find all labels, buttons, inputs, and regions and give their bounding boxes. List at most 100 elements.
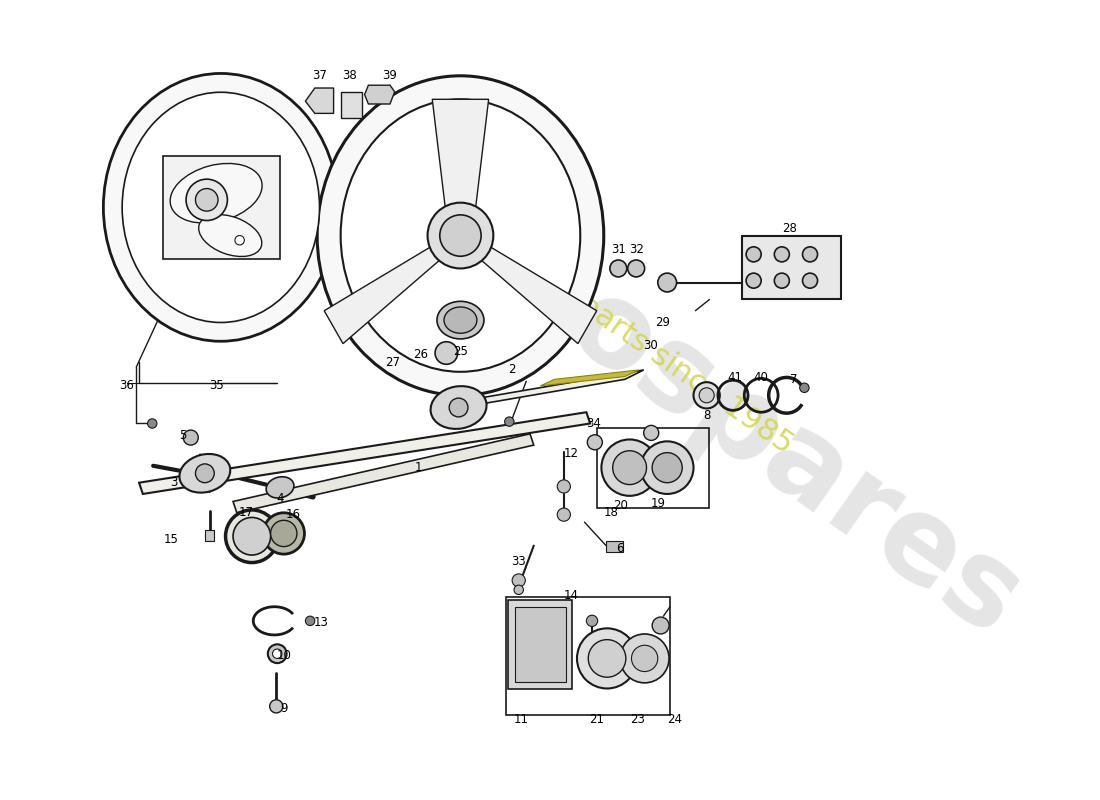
Ellipse shape xyxy=(179,454,230,493)
Text: 32: 32 xyxy=(629,243,644,256)
Text: 16: 16 xyxy=(286,508,300,521)
Circle shape xyxy=(270,700,283,713)
Polygon shape xyxy=(306,88,333,114)
Text: 31: 31 xyxy=(610,243,626,256)
Circle shape xyxy=(746,273,761,288)
Circle shape xyxy=(613,450,647,485)
Text: 23: 23 xyxy=(629,713,645,726)
Text: eurospares: eurospares xyxy=(366,139,1044,661)
Circle shape xyxy=(306,616,315,626)
Text: 8: 8 xyxy=(703,409,711,422)
Polygon shape xyxy=(324,226,465,344)
Circle shape xyxy=(226,510,278,562)
Circle shape xyxy=(658,273,676,292)
Circle shape xyxy=(631,646,658,671)
Circle shape xyxy=(273,649,282,658)
Circle shape xyxy=(628,260,645,277)
Text: 18: 18 xyxy=(604,506,618,519)
Circle shape xyxy=(558,508,571,522)
Text: 41: 41 xyxy=(727,371,742,384)
Text: 19: 19 xyxy=(650,497,666,510)
Text: 36: 36 xyxy=(120,379,134,393)
Bar xyxy=(205,530,214,541)
Circle shape xyxy=(449,398,468,417)
Circle shape xyxy=(196,189,218,211)
Text: 3: 3 xyxy=(170,476,177,489)
Polygon shape xyxy=(364,85,395,104)
Ellipse shape xyxy=(437,302,484,339)
Bar xyxy=(515,606,565,682)
Circle shape xyxy=(588,640,626,678)
Ellipse shape xyxy=(122,92,319,322)
Text: 34: 34 xyxy=(586,417,602,430)
Polygon shape xyxy=(432,99,488,217)
Text: 11: 11 xyxy=(514,713,529,726)
Polygon shape xyxy=(461,370,644,407)
Bar xyxy=(508,600,572,690)
Circle shape xyxy=(186,179,228,221)
Circle shape xyxy=(235,235,244,245)
Bar xyxy=(341,92,362,118)
Circle shape xyxy=(436,342,458,364)
Circle shape xyxy=(800,383,810,393)
Text: 1: 1 xyxy=(415,461,422,474)
Ellipse shape xyxy=(266,477,294,498)
Circle shape xyxy=(693,382,719,409)
Circle shape xyxy=(578,628,637,689)
Ellipse shape xyxy=(341,99,581,372)
Text: 37: 37 xyxy=(312,70,327,82)
Bar xyxy=(163,156,280,259)
Text: 5: 5 xyxy=(179,430,187,442)
Circle shape xyxy=(514,585,524,594)
Text: 12: 12 xyxy=(564,447,579,460)
Circle shape xyxy=(700,388,714,403)
Circle shape xyxy=(513,574,526,587)
Circle shape xyxy=(184,430,198,445)
Text: 24: 24 xyxy=(668,713,682,726)
Circle shape xyxy=(644,426,659,441)
Circle shape xyxy=(263,513,305,554)
Ellipse shape xyxy=(199,214,262,257)
Circle shape xyxy=(620,634,669,683)
Polygon shape xyxy=(139,412,590,494)
Ellipse shape xyxy=(170,163,262,223)
Ellipse shape xyxy=(317,76,604,395)
Circle shape xyxy=(558,480,571,493)
Circle shape xyxy=(428,202,493,269)
Text: 38: 38 xyxy=(342,70,356,82)
Circle shape xyxy=(233,518,271,555)
Bar xyxy=(506,598,670,715)
Circle shape xyxy=(196,464,214,482)
Text: 33: 33 xyxy=(512,555,526,568)
Polygon shape xyxy=(233,434,534,513)
Text: 15: 15 xyxy=(164,533,178,546)
Text: 27: 27 xyxy=(385,356,400,369)
Text: 13: 13 xyxy=(314,616,329,630)
Text: 30: 30 xyxy=(642,339,658,352)
Text: 7: 7 xyxy=(790,373,798,386)
Text: 20: 20 xyxy=(613,498,628,512)
Circle shape xyxy=(267,644,287,663)
Circle shape xyxy=(803,273,817,288)
Text: 28: 28 xyxy=(782,222,796,235)
Bar xyxy=(742,235,842,299)
Text: 39: 39 xyxy=(383,70,397,82)
Text: 14: 14 xyxy=(564,589,579,602)
Polygon shape xyxy=(540,370,639,386)
Circle shape xyxy=(652,453,682,482)
Text: 17: 17 xyxy=(239,506,254,519)
Text: 9: 9 xyxy=(280,702,287,714)
Circle shape xyxy=(602,439,658,496)
Polygon shape xyxy=(455,226,596,344)
Text: 21: 21 xyxy=(590,713,604,726)
Circle shape xyxy=(803,247,817,262)
Circle shape xyxy=(774,247,790,262)
Text: 35: 35 xyxy=(209,379,223,393)
Circle shape xyxy=(147,418,157,428)
Text: 26: 26 xyxy=(414,348,429,362)
Text: 6: 6 xyxy=(616,542,624,555)
Circle shape xyxy=(641,442,693,494)
Text: 10: 10 xyxy=(276,649,292,662)
Circle shape xyxy=(652,617,669,634)
Circle shape xyxy=(746,247,761,262)
